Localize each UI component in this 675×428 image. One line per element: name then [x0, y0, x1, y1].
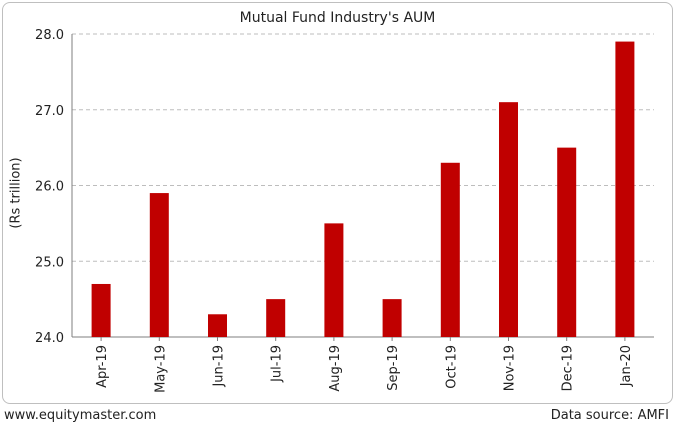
- y-tick-label: 28.0: [35, 28, 64, 43]
- y-tick-label: 24.0: [35, 331, 64, 346]
- bar: [499, 102, 518, 337]
- bar: [440, 162, 460, 337]
- bar: [324, 223, 344, 337]
- bar: [615, 41, 635, 337]
- y-tick-label: 25.0: [35, 255, 64, 270]
- x-tick-label: Aug-19: [328, 345, 343, 392]
- bar: [208, 314, 227, 337]
- x-tick-label: Jan-20: [619, 345, 634, 387]
- bar: [149, 193, 169, 337]
- y-ticks: 24.0 25.0 26.0 27.0 28.0: [35, 28, 64, 346]
- x-tick-label: Dec-19: [561, 345, 576, 391]
- x-tick-label: Jun-19: [212, 345, 227, 388]
- bar: [266, 299, 286, 337]
- bar: [382, 299, 402, 337]
- x-tick-label: May-19: [153, 345, 168, 393]
- bar: [91, 283, 111, 337]
- data-source-label: Data source: AMFI: [550, 408, 669, 423]
- website-label: www.equitymaster.com: [4, 408, 157, 423]
- y-tick-label: 27.0: [35, 104, 64, 119]
- x-tick-label: Sep-19: [386, 345, 401, 391]
- x-tick-label: Nov-19: [503, 345, 518, 391]
- x-tick-label: Apr-19: [95, 345, 110, 388]
- gridlines: [72, 33, 654, 262]
- chart-title: Mutual Fund Industry's AUM: [239, 10, 436, 26]
- x-ticks: Apr-19 May-19 Jun-19 Jul-19 Aug-19 Sep-19 Oct-…: [95, 345, 634, 393]
- axes: [71, 34, 654, 341]
- bars: [91, 41, 635, 337]
- bar: [557, 147, 577, 337]
- x-tick-label: Oct-19: [444, 345, 459, 389]
- y-tick-label: 26.0: [35, 180, 64, 195]
- x-tick-label: Jul-19: [270, 345, 285, 383]
